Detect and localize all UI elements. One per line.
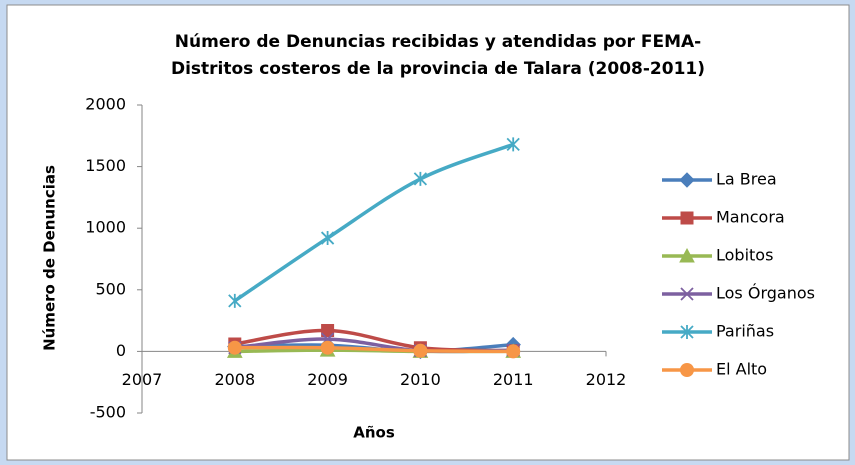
legend-marker <box>680 287 694 301</box>
x-tick-label: 2010 <box>400 370 441 389</box>
series-line <box>234 345 514 354</box>
legend-label: Pariñas <box>716 322 774 341</box>
x-axis-title: Años <box>353 424 395 442</box>
legend-marker <box>679 247 695 263</box>
data-point <box>506 344 521 359</box>
y-tick-label: 1500 <box>85 156 126 175</box>
legend-marker <box>680 211 694 225</box>
data-point <box>321 323 335 337</box>
data-point <box>413 343 428 358</box>
chart-title: Distritos costeros de la provincia de Ta… <box>171 59 705 79</box>
y-tick-label: -500 <box>90 403 126 422</box>
x-tick-label: 2009 <box>307 370 348 389</box>
y-tick-label: 1000 <box>85 218 126 237</box>
legend-label: El Alto <box>716 360 767 379</box>
y-tick-label: 500 <box>95 279 126 298</box>
legend-label: Lobitos <box>716 246 773 265</box>
legend-marker <box>679 172 695 188</box>
data-point <box>320 231 335 246</box>
series-line <box>233 142 514 303</box>
x-tick-label: 2007 <box>122 370 163 389</box>
legend-label: Mancora <box>716 208 785 227</box>
legend-label: Los Órganos <box>716 284 815 303</box>
data-point <box>228 293 242 308</box>
y-axis-title: Número de Denuncias <box>41 165 59 351</box>
legend-marker <box>680 363 694 377</box>
data-point <box>506 137 520 152</box>
chart-area <box>6 4 850 461</box>
x-tick-label: 2011 <box>493 370 534 389</box>
data-point <box>320 340 335 355</box>
data-point <box>413 171 428 186</box>
legend-marker <box>680 325 694 339</box>
x-tick-label: 2012 <box>586 370 627 389</box>
data-point <box>227 340 242 355</box>
y-tick-label: 0 <box>116 341 126 360</box>
x-tick-label: 2008 <box>214 370 255 389</box>
legend-label: La Brea <box>716 170 777 189</box>
chart-title: Número de Denuncias recibidas y atendida… <box>175 32 701 52</box>
y-tick-label: 2000 <box>85 95 126 114</box>
